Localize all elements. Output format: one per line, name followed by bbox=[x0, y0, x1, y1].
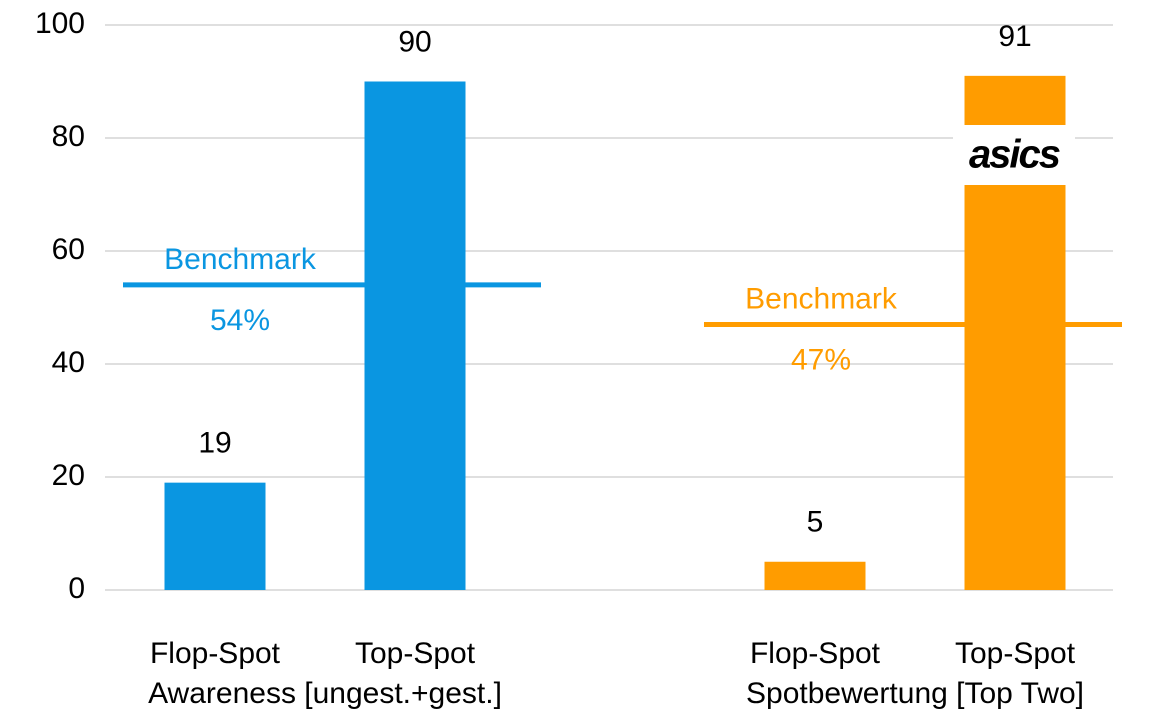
x-tick-label: Flop-Spot bbox=[150, 637, 281, 670]
y-tick-label: 40 bbox=[52, 346, 85, 379]
bar bbox=[364, 81, 466, 590]
x-tick-label: Top-Spot bbox=[955, 637, 1076, 670]
y-tick-label: 80 bbox=[52, 120, 85, 153]
benchmark-label: Benchmark bbox=[745, 282, 898, 315]
benchmark-label: Benchmark bbox=[164, 243, 317, 276]
group-label: Awareness [ungest.+gest.] bbox=[148, 677, 502, 710]
bar bbox=[764, 561, 866, 590]
x-tick-label: Flop-Spot bbox=[750, 637, 881, 670]
benchmark-value: 54% bbox=[210, 304, 270, 337]
value-label: 90 bbox=[398, 25, 431, 58]
value-label: 91 bbox=[998, 20, 1031, 53]
logo-box bbox=[953, 125, 1075, 185]
value-label: 19 bbox=[198, 427, 231, 460]
value-label: 5 bbox=[807, 506, 824, 539]
y-tick-label: 0 bbox=[68, 572, 85, 605]
x-tick-label: Top-Spot bbox=[355, 637, 476, 670]
y-tick-label: 100 bbox=[35, 7, 85, 40]
group-label: Spotbewertung [Top Two] bbox=[746, 677, 1084, 710]
y-tick-label: 20 bbox=[52, 459, 85, 492]
y-tick-label: 60 bbox=[52, 233, 85, 266]
benchmark-value: 47% bbox=[791, 343, 851, 376]
logo: asics bbox=[969, 133, 1060, 177]
bar bbox=[164, 482, 266, 590]
